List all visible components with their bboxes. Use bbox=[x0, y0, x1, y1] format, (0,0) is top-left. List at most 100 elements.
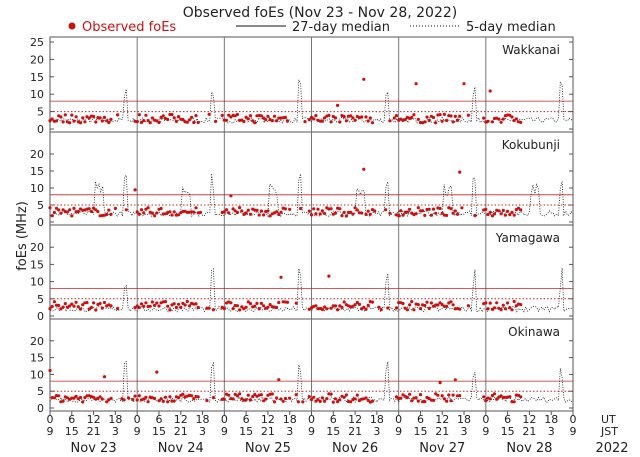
day-label: Nov 27 bbox=[419, 441, 465, 456]
panel-kokubunji: 0 5 10 15 20 Kokubunji bbox=[30, 131, 574, 229]
observed-point bbox=[455, 212, 460, 216]
jst-tick-label: 15 bbox=[326, 425, 340, 438]
observed-point bbox=[364, 307, 368, 311]
observed-point bbox=[133, 306, 137, 310]
observed-point bbox=[492, 306, 497, 310]
observed-point bbox=[174, 119, 178, 123]
observed-point bbox=[255, 301, 259, 305]
observed-point bbox=[262, 213, 266, 217]
observed-point bbox=[248, 114, 253, 118]
y-tick-label: 15 bbox=[30, 165, 44, 178]
legend: Observed foEs 27-day median 5-day median bbox=[68, 20, 556, 35]
x-axis: 0961512211830961512211830961512211830961… bbox=[47, 411, 577, 456]
observed-point bbox=[449, 207, 453, 211]
observed-point bbox=[434, 211, 438, 215]
median-line bbox=[49, 79, 574, 125]
observed-point bbox=[224, 118, 229, 122]
observed-point bbox=[157, 304, 161, 308]
observed-point bbox=[105, 212, 109, 217]
observed-point bbox=[503, 307, 507, 311]
observed-point bbox=[78, 395, 83, 400]
observed-point bbox=[59, 307, 63, 311]
observed-point bbox=[105, 400, 109, 404]
observed-point bbox=[137, 394, 141, 398]
observed-point bbox=[510, 210, 514, 214]
observed-point bbox=[227, 113, 231, 117]
observed-point bbox=[414, 212, 418, 216]
observed-point bbox=[135, 120, 139, 124]
y-tick-label: 20 bbox=[30, 335, 44, 348]
observed-point bbox=[181, 301, 185, 305]
observed-point bbox=[281, 399, 285, 403]
observed-point bbox=[416, 399, 420, 403]
day-label: Nov 23 bbox=[71, 441, 117, 456]
observed-point bbox=[248, 398, 253, 402]
observed-point bbox=[353, 397, 357, 401]
observed-point bbox=[166, 400, 170, 404]
observed-point bbox=[318, 399, 322, 403]
observed-point bbox=[155, 370, 159, 374]
observed-point bbox=[229, 115, 233, 119]
observed-point bbox=[61, 305, 65, 309]
legend-observed-label: Observed foEs bbox=[82, 20, 176, 35]
observed-point bbox=[194, 206, 198, 210]
observed-point bbox=[155, 211, 159, 215]
jst-tick-label: 9 bbox=[482, 425, 489, 438]
observed-point bbox=[336, 308, 340, 312]
station-name: Kokubunji bbox=[502, 138, 560, 152]
legend-5day-label: 5-day median bbox=[466, 20, 556, 35]
observed-point bbox=[416, 303, 420, 307]
observed-point bbox=[194, 114, 198, 118]
observed-point bbox=[438, 113, 442, 117]
observed-point bbox=[70, 214, 74, 218]
jst-tick-label: 3 bbox=[112, 425, 119, 438]
observed-point bbox=[342, 115, 346, 119]
observed-point bbox=[57, 394, 61, 398]
observed-point bbox=[514, 117, 518, 121]
observed-point bbox=[408, 392, 412, 396]
observed-point bbox=[187, 118, 192, 122]
observed-point bbox=[394, 114, 399, 118]
observed-point bbox=[340, 214, 344, 218]
observed-point bbox=[70, 302, 74, 306]
observed-point bbox=[220, 113, 224, 117]
observed-point bbox=[98, 116, 102, 120]
y-tick-label: 20 bbox=[30, 241, 44, 254]
observed-point bbox=[499, 120, 503, 124]
observed-point bbox=[107, 398, 111, 402]
observed-point bbox=[52, 210, 57, 215]
observed-point bbox=[506, 209, 510, 213]
ut-tick-label: 6 bbox=[504, 413, 511, 426]
observed-point bbox=[190, 115, 194, 119]
observed-point bbox=[366, 303, 370, 307]
observed-point bbox=[307, 209, 311, 213]
observed-point bbox=[323, 305, 327, 309]
observed-point bbox=[246, 393, 250, 397]
year-label: 2022 bbox=[595, 441, 628, 456]
observed-point bbox=[508, 113, 512, 117]
observed-point bbox=[196, 395, 200, 399]
observed-point bbox=[436, 393, 440, 397]
observed-point bbox=[192, 210, 196, 214]
observed-point bbox=[370, 399, 375, 403]
observed-point bbox=[68, 121, 72, 125]
observed-point bbox=[418, 393, 423, 397]
observed-point bbox=[139, 302, 144, 306]
observed-point bbox=[207, 112, 211, 116]
observed-point bbox=[211, 308, 215, 312]
observed-point bbox=[484, 207, 488, 211]
observed-point bbox=[429, 213, 433, 217]
observed-point bbox=[83, 396, 87, 400]
observed-point bbox=[453, 209, 457, 213]
observed-point bbox=[336, 103, 340, 107]
observed-point bbox=[466, 113, 470, 117]
jst-tick-label: 9 bbox=[134, 425, 141, 438]
observed-point bbox=[194, 302, 198, 306]
observed-point bbox=[423, 400, 427, 404]
observed-point bbox=[150, 211, 154, 215]
jst-tick-label: 21 bbox=[348, 425, 362, 438]
day-label: Nov 24 bbox=[158, 441, 204, 456]
day-label: Nov 28 bbox=[506, 441, 552, 456]
observed-point bbox=[142, 211, 146, 215]
observed-point bbox=[490, 120, 494, 124]
